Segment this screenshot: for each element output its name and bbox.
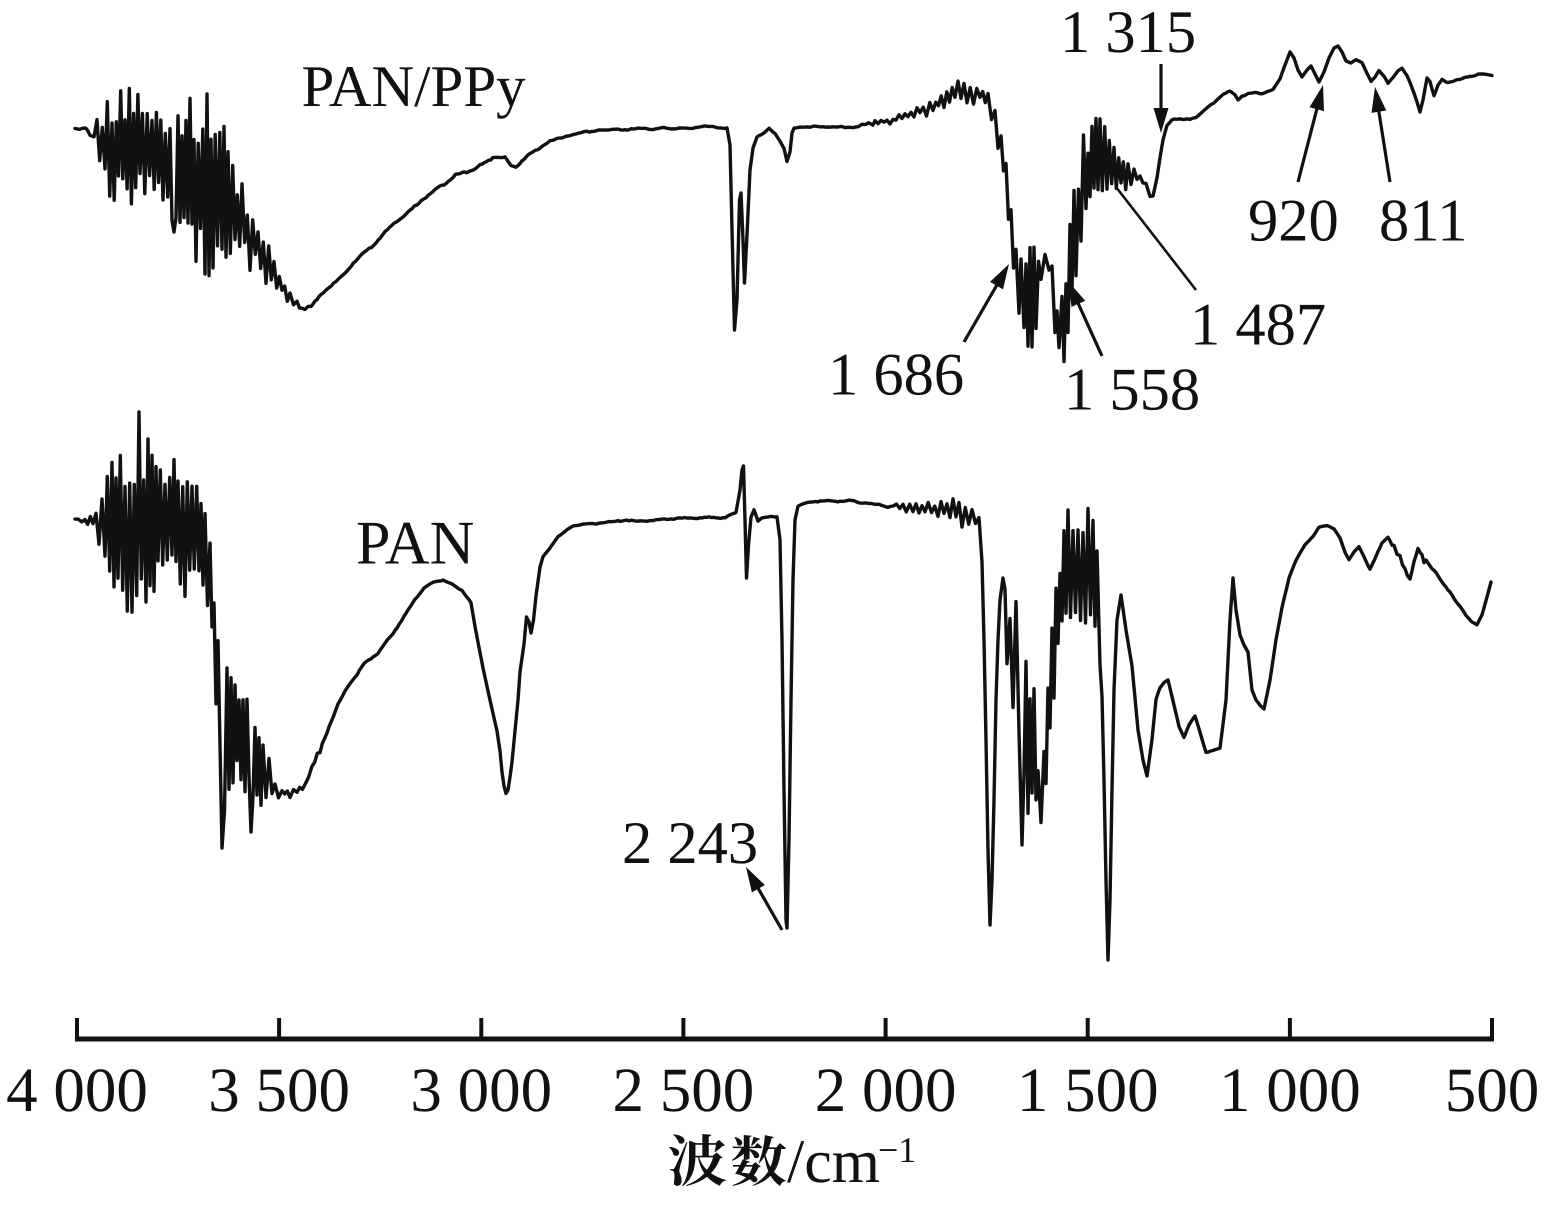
svg-text:−1: −1 [878,1130,916,1170]
svg-text:500: 500 [1445,1055,1540,1125]
svg-text:1 558: 1 558 [1064,357,1200,424]
svg-text:1 686: 1 686 [828,342,964,409]
svg-text:/cm: /cm [787,1128,880,1196]
svg-text:811: 811 [1379,188,1468,255]
svg-text:2 243: 2 243 [622,810,758,877]
svg-text:2 500: 2 500 [613,1055,755,1125]
svg-text:3 500: 3 500 [208,1055,350,1125]
svg-text:1 500: 1 500 [1017,1055,1159,1125]
svg-text:2 000: 2 000 [815,1055,957,1125]
svg-text:PAN/PPy: PAN/PPy [302,53,527,119]
svg-text:1 000: 1 000 [1219,1055,1361,1125]
svg-text:PAN: PAN [356,510,474,578]
svg-text:920: 920 [1248,188,1339,255]
svg-text:4 000: 4 000 [6,1055,148,1125]
svg-text:1 315: 1 315 [1060,0,1196,66]
svg-text:1 487: 1 487 [1190,292,1326,359]
svg-text:3 000: 3 000 [410,1055,552,1125]
